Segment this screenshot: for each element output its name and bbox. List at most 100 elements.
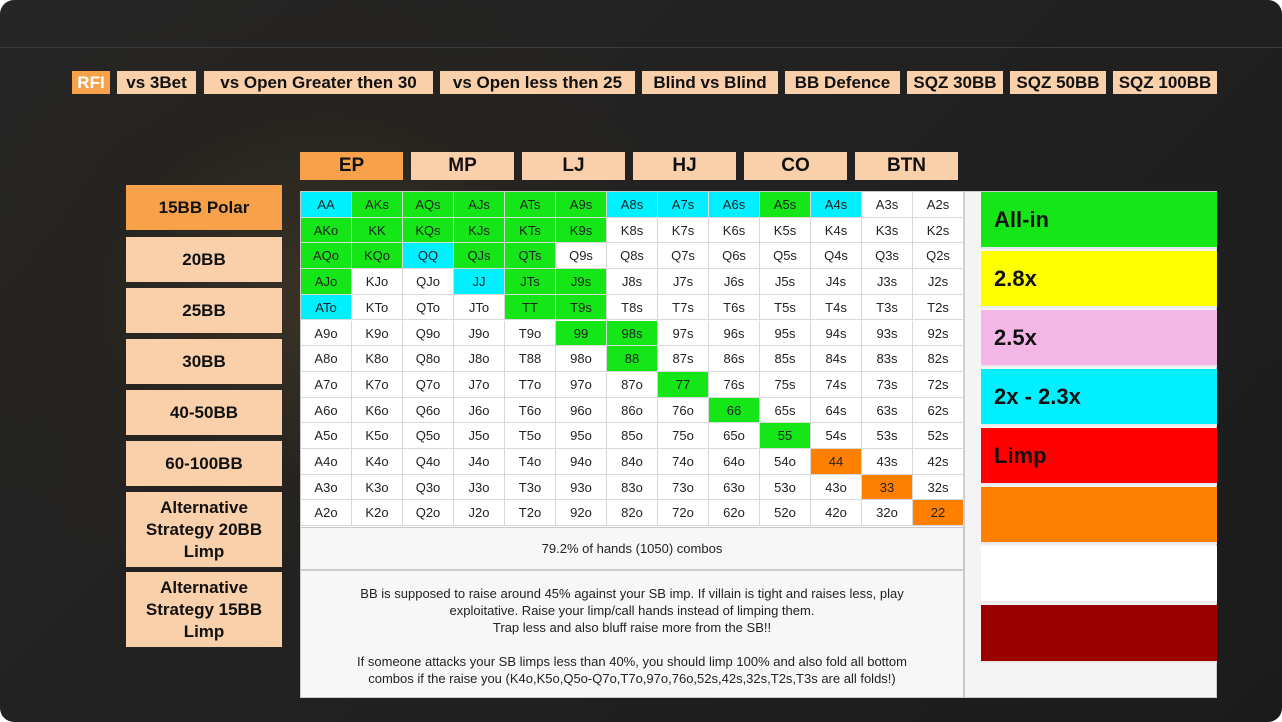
hand-cell[interactable]: 72s bbox=[913, 371, 964, 398]
hand-cell[interactable]: K9s bbox=[556, 217, 607, 244]
tab-7[interactable]: SQZ 50BB bbox=[1010, 71, 1106, 94]
hand-cell[interactable]: 87s bbox=[658, 346, 709, 372]
hand-cell[interactable]: 73o bbox=[658, 474, 709, 501]
hand-cell[interactable]: 65s bbox=[760, 397, 811, 424]
hand-cell[interactable]: 95s bbox=[760, 320, 811, 347]
hand-cell[interactable]: 63s bbox=[862, 397, 913, 424]
hand-cell[interactable]: J6s bbox=[709, 269, 760, 295]
hand-cell[interactable]: ATs bbox=[505, 192, 556, 218]
hand-cell[interactable]: A9s bbox=[556, 192, 607, 218]
position-tab-ep[interactable]: EP bbox=[300, 152, 403, 180]
hand-cell[interactable]: J7s bbox=[658, 269, 709, 295]
hand-cell[interactable]: 73s bbox=[862, 371, 913, 398]
hand-cell[interactable]: 66 bbox=[709, 397, 760, 424]
hand-cell[interactable]: 22 bbox=[913, 500, 964, 527]
hand-cell[interactable]: Q5o bbox=[403, 423, 454, 449]
hand-cell[interactable]: KTo bbox=[352, 294, 403, 321]
stack-button-4[interactable]: 40-50BB bbox=[126, 390, 282, 435]
hand-cell[interactable]: 32s bbox=[913, 474, 964, 501]
hand-cell[interactable]: AKo bbox=[301, 217, 352, 244]
tab-3[interactable]: vs Open less then 25 bbox=[440, 71, 635, 94]
hand-cell[interactable]: 74s bbox=[811, 371, 862, 398]
tab-2[interactable]: vs Open Greater then 30 bbox=[204, 71, 433, 94]
hand-cell[interactable]: AQo bbox=[301, 243, 352, 270]
hand-cell[interactable]: K3o bbox=[352, 474, 403, 501]
hand-cell[interactable]: KTs bbox=[505, 217, 556, 244]
hand-cell[interactable]: 93s bbox=[862, 320, 913, 347]
hand-cell[interactable]: 83o bbox=[607, 474, 658, 501]
hand-cell[interactable]: K2o bbox=[352, 500, 403, 527]
hand-cell[interactable]: 85s bbox=[760, 346, 811, 372]
hand-cell[interactable]: Q9s bbox=[556, 243, 607, 270]
hand-cell[interactable]: J3o bbox=[454, 474, 505, 501]
hand-cell[interactable]: T7s bbox=[658, 294, 709, 321]
hand-cell[interactable]: 75s bbox=[760, 371, 811, 398]
hand-cell[interactable]: A4o bbox=[301, 449, 352, 475]
hand-cell[interactable]: AA bbox=[301, 192, 352, 218]
hand-cell[interactable]: Q9o bbox=[403, 320, 454, 347]
hand-cell[interactable]: 55 bbox=[760, 423, 811, 449]
hand-cell[interactable]: 86o bbox=[607, 397, 658, 424]
hand-cell[interactable]: J7o bbox=[454, 371, 505, 398]
stack-button-0[interactable]: 15BB Polar bbox=[126, 185, 282, 230]
hand-cell[interactable]: 86s bbox=[709, 346, 760, 372]
hand-cell[interactable]: Q7s bbox=[658, 243, 709, 270]
hand-cell[interactable]: 88 bbox=[607, 346, 658, 372]
hand-cell[interactable]: 82o bbox=[607, 500, 658, 527]
hand-cell[interactable]: 76s bbox=[709, 371, 760, 398]
hand-cell[interactable]: T4o bbox=[505, 449, 556, 475]
hand-cell[interactable]: 65o bbox=[709, 423, 760, 449]
hand-cell[interactable]: 83s bbox=[862, 346, 913, 372]
hand-cell[interactable]: A3o bbox=[301, 474, 352, 501]
hand-cell[interactable]: Q4o bbox=[403, 449, 454, 475]
hand-cell[interactable]: 62s bbox=[913, 397, 964, 424]
position-tab-co[interactable]: CO bbox=[744, 152, 847, 180]
hand-cell[interactable]: T5o bbox=[505, 423, 556, 449]
hand-cell[interactable]: T8s bbox=[607, 294, 658, 321]
hand-cell[interactable]: JJ bbox=[454, 269, 505, 295]
hand-cell[interactable]: AKs bbox=[352, 192, 403, 218]
hand-cell[interactable]: 53s bbox=[862, 423, 913, 449]
hand-cell[interactable]: K2s bbox=[913, 217, 964, 244]
hand-cell[interactable]: QTs bbox=[505, 243, 556, 270]
hand-cell[interactable]: 54s bbox=[811, 423, 862, 449]
hand-cell[interactable]: Q2s bbox=[913, 243, 964, 270]
hand-cell[interactable]: 64o bbox=[709, 449, 760, 475]
hand-cell[interactable]: K7o bbox=[352, 371, 403, 398]
hand-cell[interactable]: A6s bbox=[709, 192, 760, 218]
hand-cell[interactable]: A8s bbox=[607, 192, 658, 218]
hand-cell[interactable]: J4s bbox=[811, 269, 862, 295]
hand-cell[interactable]: A8o bbox=[301, 346, 352, 372]
hand-cell[interactable]: KQs bbox=[403, 217, 454, 244]
hand-cell[interactable]: J2o bbox=[454, 500, 505, 527]
hand-cell[interactable]: 52o bbox=[760, 500, 811, 527]
hand-cell[interactable]: 53o bbox=[760, 474, 811, 501]
hand-cell[interactable]: 72o bbox=[658, 500, 709, 527]
tab-5[interactable]: BB Defence bbox=[785, 71, 900, 94]
tab-0[interactable]: RFI bbox=[72, 71, 110, 94]
hand-cell[interactable]: 94s bbox=[811, 320, 862, 347]
hand-cell[interactable]: 76o bbox=[658, 397, 709, 424]
hand-cell[interactable]: 94o bbox=[556, 449, 607, 475]
position-tab-hj[interactable]: HJ bbox=[633, 152, 736, 180]
hand-cell[interactable]: T3s bbox=[862, 294, 913, 321]
hand-cell[interactable]: 64s bbox=[811, 397, 862, 424]
hand-cell[interactable]: 54o bbox=[760, 449, 811, 475]
tab-6[interactable]: SQZ 30BB bbox=[907, 71, 1003, 94]
hand-cell[interactable]: 32o bbox=[862, 500, 913, 527]
hand-cell[interactable]: J9o bbox=[454, 320, 505, 347]
hand-cell[interactable]: JTo bbox=[454, 294, 505, 321]
hand-cell[interactable]: J8s bbox=[607, 269, 658, 295]
hand-cell[interactable]: 42s bbox=[913, 449, 964, 475]
hand-cell[interactable]: A5o bbox=[301, 423, 352, 449]
hand-cell[interactable]: Q6s bbox=[709, 243, 760, 270]
hand-cell[interactable]: K4o bbox=[352, 449, 403, 475]
hand-cell[interactable]: JTs bbox=[505, 269, 556, 295]
hand-cell[interactable]: K7s bbox=[658, 217, 709, 244]
hand-cell[interactable]: T9s bbox=[556, 294, 607, 321]
hand-cell[interactable]: Q8s bbox=[607, 243, 658, 270]
hand-cell[interactable]: J5o bbox=[454, 423, 505, 449]
hand-cell[interactable]: 99 bbox=[556, 320, 607, 347]
hand-cell[interactable]: 74o bbox=[658, 449, 709, 475]
hand-cell[interactable]: A6o bbox=[301, 397, 352, 424]
